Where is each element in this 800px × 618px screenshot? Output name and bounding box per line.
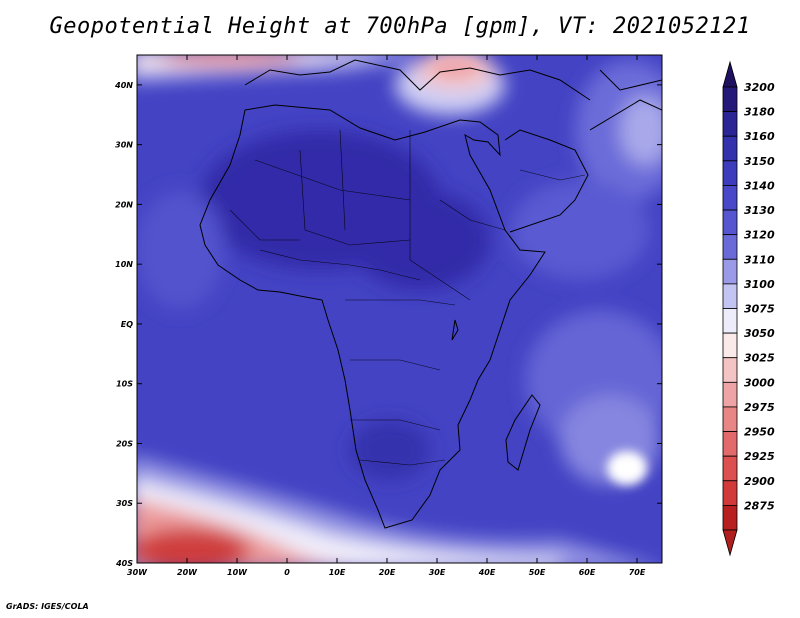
lat-tick-label: 20N bbox=[115, 200, 133, 209]
lat-tick-label: 20S bbox=[116, 439, 133, 448]
colorbar-swatch bbox=[722, 185, 738, 211]
colorbar-label: 3100 bbox=[744, 278, 775, 291]
colorbar-label: 3075 bbox=[744, 303, 775, 316]
colorbar-swatch bbox=[722, 357, 738, 383]
colorbar-label: 3120 bbox=[744, 229, 775, 242]
lon-tick-label: 50E bbox=[529, 568, 546, 577]
colorbar-swatch bbox=[722, 308, 738, 334]
colorbar-label: 3025 bbox=[744, 352, 775, 365]
height-field bbox=[137, 55, 662, 563]
map-frame bbox=[136, 54, 663, 564]
colorbar-label: 3180 bbox=[744, 106, 775, 119]
country-borders bbox=[229, 129, 586, 466]
lon-tick-label: 20E bbox=[379, 568, 396, 577]
colorbar-label: 3050 bbox=[744, 327, 775, 340]
lon-tick-label: 60E bbox=[579, 568, 596, 577]
map-title: Geopotential Height at 700hPa [gpm], VT:… bbox=[49, 14, 751, 39]
lon-tick-label: 0 bbox=[284, 568, 290, 577]
colorbar-label: 3110 bbox=[744, 253, 775, 266]
colorbar-label: 3200 bbox=[744, 81, 775, 94]
lat-tick-label: 40S bbox=[115, 559, 133, 568]
colorbar-label: 2925 bbox=[744, 450, 775, 463]
colorbar-bottom-arrow bbox=[722, 529, 738, 557]
colorbar-swatch bbox=[722, 160, 738, 186]
colorbar-swatch bbox=[722, 258, 738, 285]
colorbar-swatch bbox=[722, 135, 738, 162]
lon-tick-label: 10W bbox=[227, 568, 248, 577]
colorbar-swatch bbox=[722, 111, 738, 137]
colorbar-label: 3130 bbox=[744, 204, 775, 217]
colorbar-swatch bbox=[722, 234, 738, 260]
colorbar-swatch bbox=[722, 86, 738, 113]
lat-tick-label: 10N bbox=[115, 260, 133, 269]
colorbar-swatch bbox=[722, 406, 738, 432]
lon-tick-label: 40E bbox=[478, 568, 496, 577]
lon-tick-label: 30W bbox=[127, 568, 148, 577]
map-axes: 30W 20W 10W 0 10E 20E 30E 40E 50E 60E 70E 40N 30N 20N… bbox=[114, 55, 662, 577]
colorbar-top-arrow bbox=[722, 60, 738, 88]
credit-label: GrADS: IGES/COLA bbox=[6, 602, 89, 611]
lat-tick-label: 10S bbox=[116, 380, 133, 389]
colorbar-label: 2950 bbox=[744, 426, 775, 439]
lat-tick-label: 40N bbox=[114, 81, 133, 90]
colorbar-swatch bbox=[722, 283, 738, 309]
lon-tick-label: 10E bbox=[329, 568, 346, 577]
colorbar-label: 3140 bbox=[744, 179, 775, 192]
colorbar-label: 3150 bbox=[744, 155, 775, 168]
coastlines bbox=[199, 59, 662, 529]
lat-tick-label: 30S bbox=[116, 499, 133, 508]
colorbar-label: 2900 bbox=[744, 475, 775, 488]
colorbar-swatch bbox=[722, 431, 738, 457]
colorbar-label: 3000 bbox=[744, 376, 775, 389]
colorbar-swatch bbox=[722, 504, 738, 531]
lon-tick-label: 30E bbox=[429, 568, 446, 577]
colorbar-label: 3160 bbox=[744, 130, 775, 143]
colorbar-swatch bbox=[722, 332, 738, 359]
colorbar-swatch bbox=[722, 209, 738, 236]
colorbar-swatch bbox=[722, 381, 738, 408]
lat-tick-label: EQ bbox=[121, 320, 133, 329]
lat-tick-label: 30N bbox=[115, 141, 133, 150]
colorbar-label: 2875 bbox=[744, 499, 775, 512]
colorbar-label: 2975 bbox=[744, 401, 775, 414]
lon-tick-label: 20W bbox=[177, 568, 198, 577]
colorbar-swatch bbox=[722, 480, 738, 506]
lon-tick-label: 70E bbox=[629, 568, 646, 577]
colorbar-swatch bbox=[722, 455, 738, 482]
